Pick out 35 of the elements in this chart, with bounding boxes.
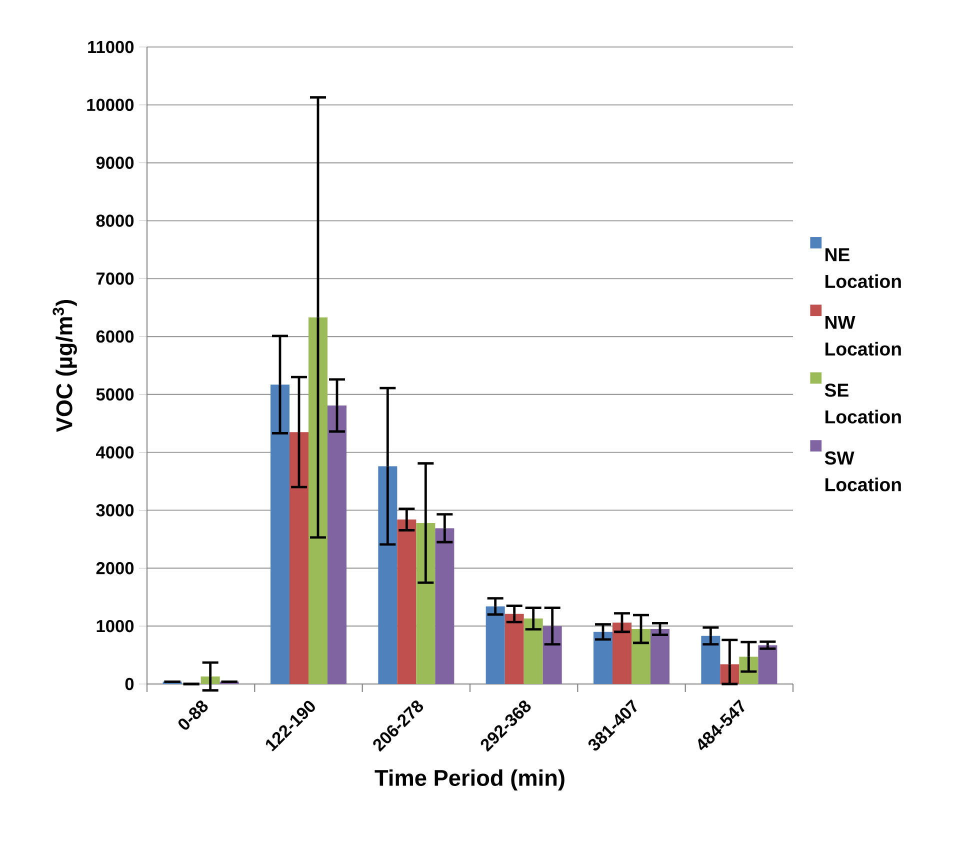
- legend-label: SE Location: [824, 384, 901, 424]
- y-tick-label: 8000: [96, 214, 134, 227]
- bar: [504, 614, 524, 684]
- y-tick-label: 5000: [96, 388, 134, 401]
- y-tick-label: 0: [125, 678, 134, 690]
- bar: [416, 523, 436, 684]
- y-tick-label: 2000: [96, 562, 134, 574]
- bar: [397, 520, 416, 684]
- bar: [524, 618, 543, 684]
- bar: [378, 466, 398, 684]
- legend-label: NW Location: [826, 316, 901, 356]
- bar: [594, 632, 613, 684]
- y-axis-title: VOC (µg/m$^{3}$): [52, 300, 77, 432]
- y-tick-label: 6000: [96, 330, 134, 343]
- legend-label: NE Location: [826, 248, 901, 288]
- x-axis-title: Time Period (min): [374, 769, 564, 790]
- y-tick-label: 11000: [88, 40, 134, 54]
- bar: [650, 628, 670, 684]
- y-tick-label: 9000: [96, 156, 134, 169]
- y-tick-label: 10000: [87, 98, 134, 112]
- y-tick-label: 3000: [96, 504, 134, 516]
- y-tick-label: 1000: [96, 620, 134, 632]
- y-tick-label: 7000: [96, 272, 134, 285]
- y-tick-label: 4000: [96, 446, 134, 458]
- bar: [270, 384, 290, 684]
- bar: [632, 628, 651, 684]
- bar: [758, 645, 778, 684]
- bar: [328, 405, 347, 684]
- bar: [435, 528, 454, 684]
- legend-label: SW Location: [824, 451, 901, 492]
- bar: [701, 636, 720, 684]
- bar: [612, 622, 632, 684]
- bar: [542, 626, 562, 684]
- bar: [486, 606, 505, 684]
- bar: [290, 432, 309, 684]
